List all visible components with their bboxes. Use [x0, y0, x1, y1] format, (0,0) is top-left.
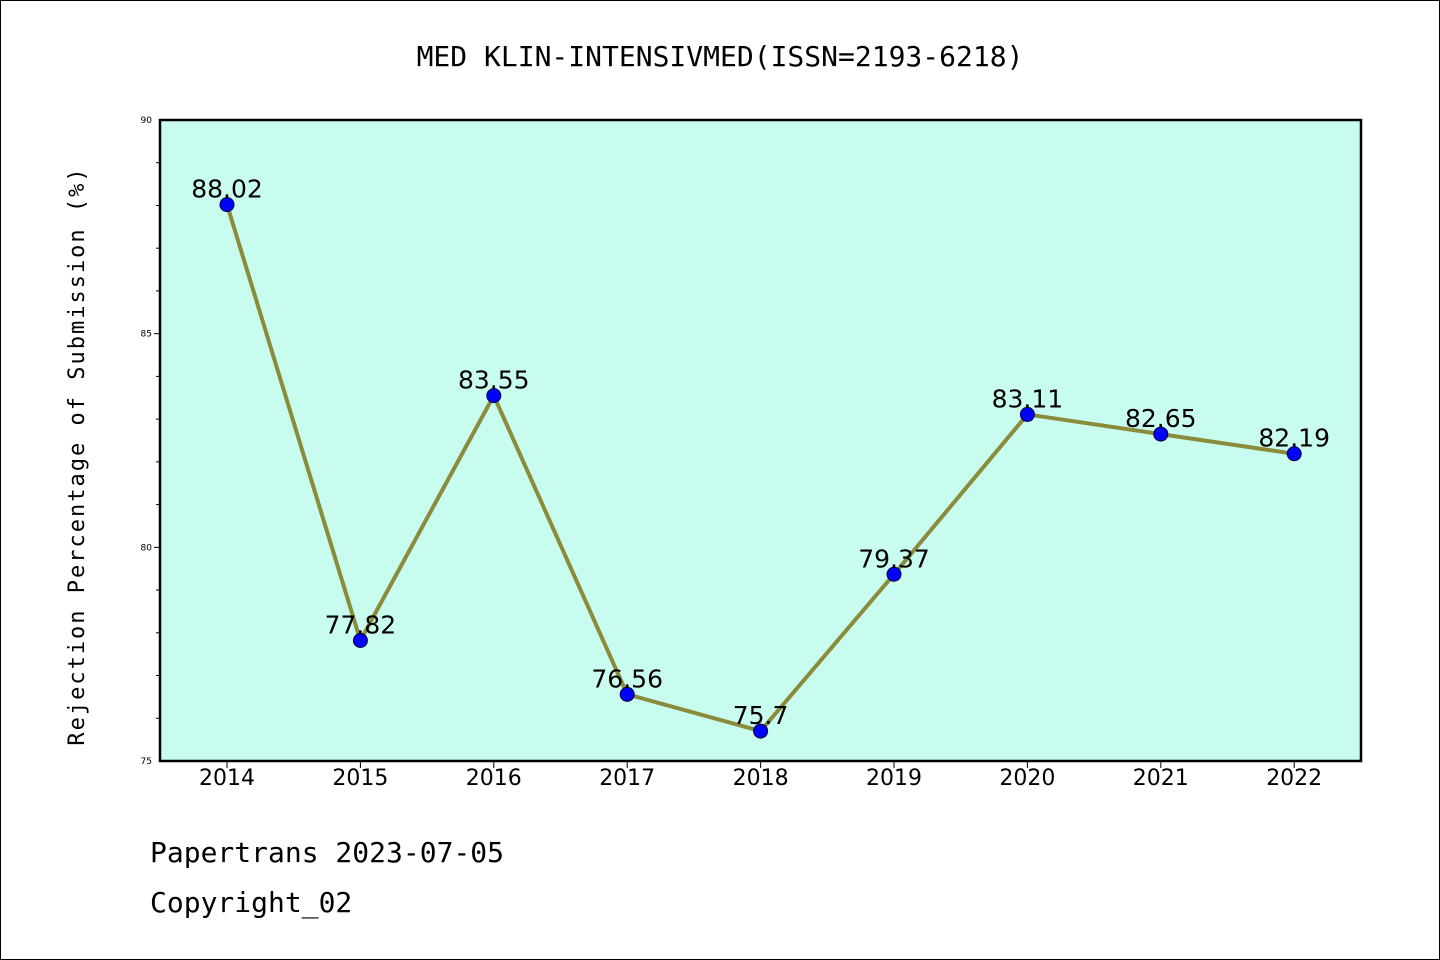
- data-label: 77.82: [325, 610, 397, 639]
- footer-date: Papertrans 2023-07-05: [150, 836, 505, 869]
- footer-copyright: Copyright_02: [150, 886, 353, 919]
- x-axis: 2014 2015 2016 2017 2018 2019 2020 2021 2022: [199, 761, 1322, 791]
- data-point: [1286, 446, 1302, 462]
- data-point: [219, 197, 235, 213]
- data-point: [886, 566, 902, 582]
- x-tick-label: 2016: [466, 766, 522, 791]
- data-label: 82.65: [1125, 404, 1197, 433]
- plot-area: [158, 118, 1363, 763]
- data-point: [619, 686, 635, 702]
- y-tick-label: 85: [141, 330, 152, 340]
- data-point: [1019, 406, 1035, 422]
- data-labels: 88.02 77.82 83.55 76.56 75.7 79.37 83.11 82.65 8…: [191, 175, 1330, 730]
- x-tick-label: 2021: [1133, 766, 1189, 791]
- chart-title: MED KLIN-INTENSIVMED(ISSN=2193-6218): [417, 40, 1024, 73]
- data-label: 75.7: [733, 701, 789, 730]
- data-label: 76.56: [591, 664, 663, 693]
- data-point: [352, 632, 368, 648]
- data-label: 79.37: [858, 544, 930, 573]
- data-label: 82.19: [1258, 424, 1330, 453]
- data-label: 83.55: [458, 366, 530, 395]
- data-point: [1153, 426, 1169, 442]
- x-tick-label: 2014: [199, 766, 255, 791]
- x-tick-label: 2017: [599, 766, 655, 791]
- data-point: [486, 388, 502, 404]
- y-tick-label: 80: [141, 543, 153, 553]
- x-tick-label: 2022: [1266, 766, 1322, 791]
- x-tick-label: 2020: [999, 766, 1055, 791]
- x-tick-label: 2015: [332, 766, 388, 791]
- y-tick-label: 90: [141, 116, 153, 126]
- y-axis-label: Rejection Percentage of Submission (%): [65, 166, 90, 745]
- x-tick-label: 2018: [733, 766, 789, 791]
- data-label: 88.02: [191, 175, 263, 204]
- data-markers: [219, 197, 1302, 739]
- y-tick-label: 75: [141, 757, 152, 767]
- y-axis: 75 80 85 90: [141, 116, 160, 767]
- data-label: 83.11: [992, 384, 1064, 413]
- x-tick-label: 2019: [866, 766, 922, 791]
- data-point: [753, 723, 769, 739]
